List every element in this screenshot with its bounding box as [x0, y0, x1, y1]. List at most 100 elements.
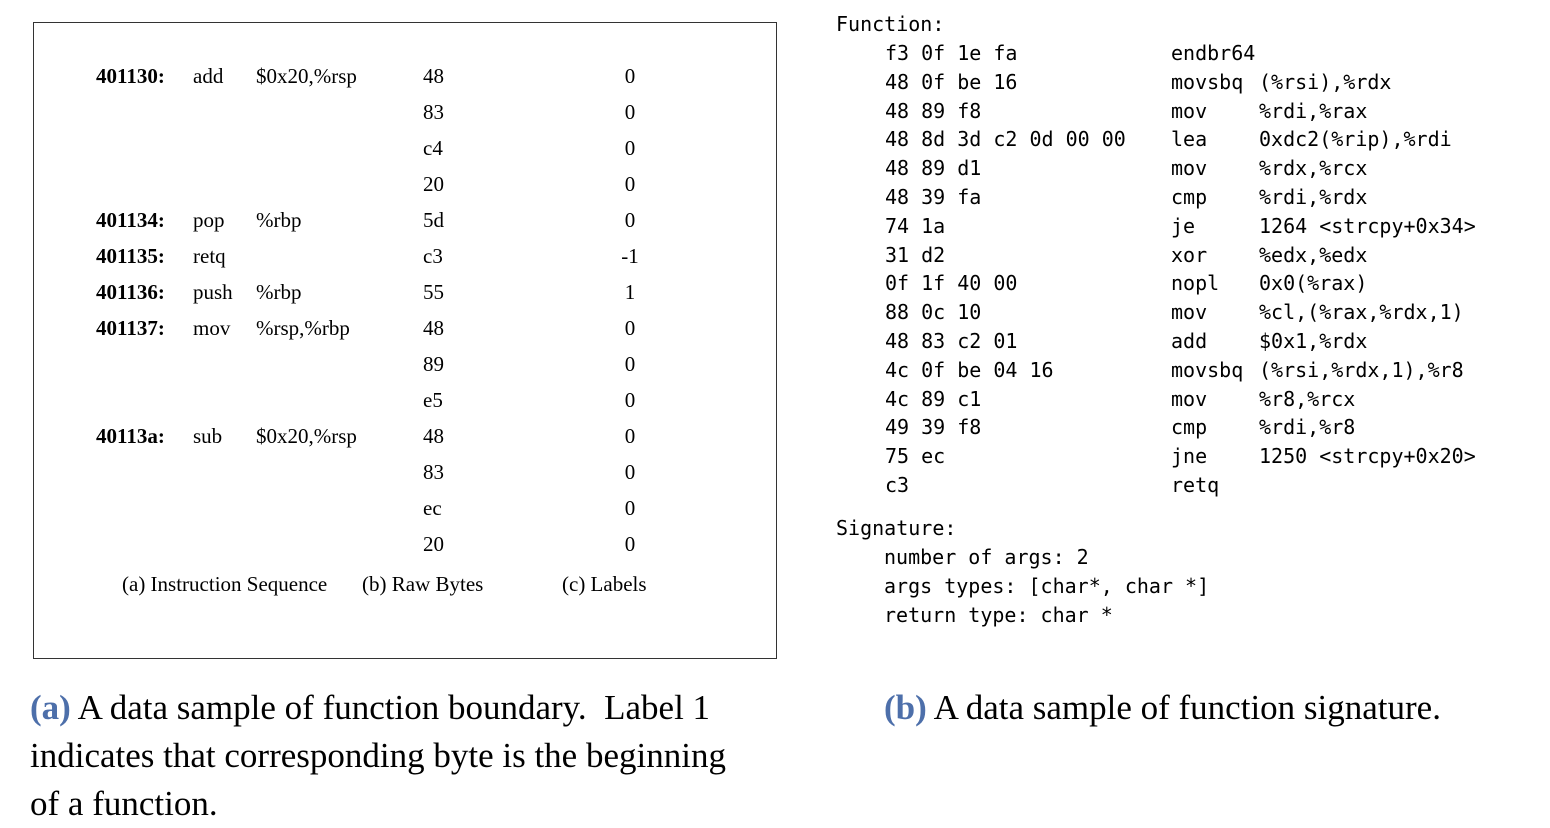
raw-byte: 20 [423, 532, 444, 556]
caption-a-line-2: indicates that corresponding byte is the… [30, 736, 726, 775]
raw-byte: ec [423, 496, 442, 520]
subcaption-instruction-sequence: (a) Instruction Sequence [122, 572, 328, 596]
raw-byte: e5 [423, 388, 443, 412]
instruction-mnemonic: sub [193, 424, 223, 448]
byte-label: 0 [624, 424, 636, 448]
asm-operands: %rdi,%rdx [1259, 185, 1368, 209]
caption-a-text-1: A data sample of function boundary. Labe… [70, 688, 711, 727]
byte-label: 1 [624, 280, 636, 304]
instruction-operands: $0x20,%rsp [256, 424, 357, 448]
raw-byte: 48 [423, 316, 444, 340]
asm-mnemonic: movsbq [1171, 358, 1244, 382]
asm-operands: %edx,%edx [1259, 243, 1368, 267]
asm-mnemonic: movsbq [1171, 70, 1244, 94]
raw-byte: c4 [423, 136, 443, 160]
asm-mnemonic: mov [1171, 156, 1208, 180]
subcaption-raw-bytes: (b) Raw Bytes [362, 572, 484, 596]
asm-bytes: 4c 89 c1 [885, 387, 982, 411]
instruction-mnemonic: push [193, 280, 233, 304]
asm-operands: %cl,(%rax,%rdx,1) [1259, 300, 1464, 324]
byte-label: 0 [624, 460, 636, 484]
byte-label: 0 [624, 208, 636, 232]
asm-bytes: f3 0f 1e fa [885, 41, 1018, 65]
asm-mnemonic: je [1171, 214, 1196, 238]
signature-header: Signature: [836, 516, 957, 540]
instruction-row: 40113a: sub $0x20,%rsp [34, 421, 434, 451]
instruction-operands: %rsp,%rbp [256, 316, 350, 340]
instruction-row: 401136: push %rbp [34, 277, 434, 307]
signature-return-type: return type: char * [884, 603, 1113, 627]
asm-mnemonic: mov [1171, 99, 1208, 123]
instruction-address: 40113a: [96, 424, 165, 448]
caption-a-tag: (a) [30, 688, 71, 727]
byte-label: 0 [624, 64, 636, 88]
asm-mnemonic: mov [1171, 387, 1208, 411]
asm-bytes: 88 0c 10 [885, 300, 982, 324]
figure-a-frame: 401130: add $0x20,%rsp 401134: pop %rbp 401135… [33, 22, 777, 659]
byte-label: 0 [624, 388, 636, 412]
instruction-address: 401134: [96, 208, 165, 232]
asm-mnemonic: jne [1171, 444, 1208, 468]
asm-bytes: 49 39 f8 [885, 415, 982, 439]
asm-bytes: 75 ec [885, 444, 946, 468]
asm-operands: (%rsi),%rdx [1259, 70, 1392, 94]
instruction-mnemonic: retq [193, 244, 226, 268]
asm-operands: 1264 <strcpy+0x34> [1259, 214, 1476, 238]
asm-operands: %rdi,%rax [1259, 99, 1368, 123]
asm-bytes: 0f 1f 40 00 [885, 271, 1018, 295]
raw-byte: 48 [423, 424, 444, 448]
signature-num-args: number of args: 2 [884, 545, 1089, 569]
asm-operands: 0x0(%rax) [1259, 271, 1368, 295]
asm-operands: %rdx,%rcx [1259, 156, 1368, 180]
instruction-mnemonic: pop [193, 208, 225, 232]
asm-operands: 0xdc2(%rip),%rdi [1259, 127, 1452, 151]
byte-label: 0 [624, 172, 636, 196]
raw-byte: c3 [423, 244, 443, 268]
caption-b-text: A data sample of function signature. [926, 688, 1441, 727]
caption-a-line-1: (a) A data sample of function boundary. … [30, 684, 810, 732]
asm-mnemonic: cmp [1171, 415, 1208, 439]
instruction-address: 401135: [96, 244, 165, 268]
instruction-mnemonic: mov [193, 316, 231, 340]
instruction-address: 401137: [96, 316, 165, 340]
instruction-row: 401135: retq [34, 241, 434, 271]
figure-b-caption: (b) A data sample of function signature. [884, 684, 1441, 732]
byte-label: -1 [621, 244, 639, 268]
asm-mnemonic: lea [1171, 127, 1208, 151]
asm-mnemonic: mov [1171, 300, 1208, 324]
asm-bytes: 48 39 fa [885, 185, 982, 209]
instruction-operands: %rbp [256, 208, 302, 232]
asm-mnemonic: endbr64 [1171, 41, 1256, 65]
asm-bytes: 48 0f be 16 [885, 70, 1018, 94]
instruction-row: 401137: mov %rsp,%rbp [34, 313, 434, 343]
raw-byte: 5d [423, 208, 444, 232]
asm-bytes: 74 1a [885, 214, 946, 238]
byte-label: 0 [624, 352, 636, 376]
asm-mnemonic: nopl [1171, 271, 1220, 295]
caption-b-tag: (b) [884, 688, 927, 727]
asm-bytes: 48 89 f8 [885, 99, 982, 123]
instruction-address: 401130: [96, 64, 165, 88]
raw-byte: 83 [423, 460, 444, 484]
asm-operands: %rdi,%r8 [1259, 415, 1356, 439]
instruction-row: 401134: pop %rbp [34, 205, 434, 235]
asm-bytes: 4c 0f be 04 16 [885, 358, 1054, 382]
asm-bytes: 48 8d 3d c2 0d 00 00 [885, 127, 1126, 151]
byte-label: 0 [624, 316, 636, 340]
asm-bytes: 31 d2 [885, 243, 946, 267]
raw-byte: 20 [423, 172, 444, 196]
raw-byte: 89 [423, 352, 444, 376]
asm-operands: %r8,%rcx [1259, 387, 1356, 411]
asm-bytes: 48 83 c2 01 [885, 329, 1018, 353]
function-header: Function: [836, 12, 945, 36]
raw-byte: 48 [423, 64, 444, 88]
asm-mnemonic: xor [1171, 243, 1208, 267]
byte-label: 0 [624, 532, 636, 556]
instruction-address: 401136: [96, 280, 165, 304]
byte-label: 0 [624, 496, 636, 520]
raw-byte: 83 [423, 100, 444, 124]
instruction-operands: %rbp [256, 280, 302, 304]
asm-bytes: c3 [885, 473, 910, 497]
asm-mnemonic: cmp [1171, 185, 1208, 209]
signature-arg-types: args types: [char*, char *] [884, 574, 1210, 598]
